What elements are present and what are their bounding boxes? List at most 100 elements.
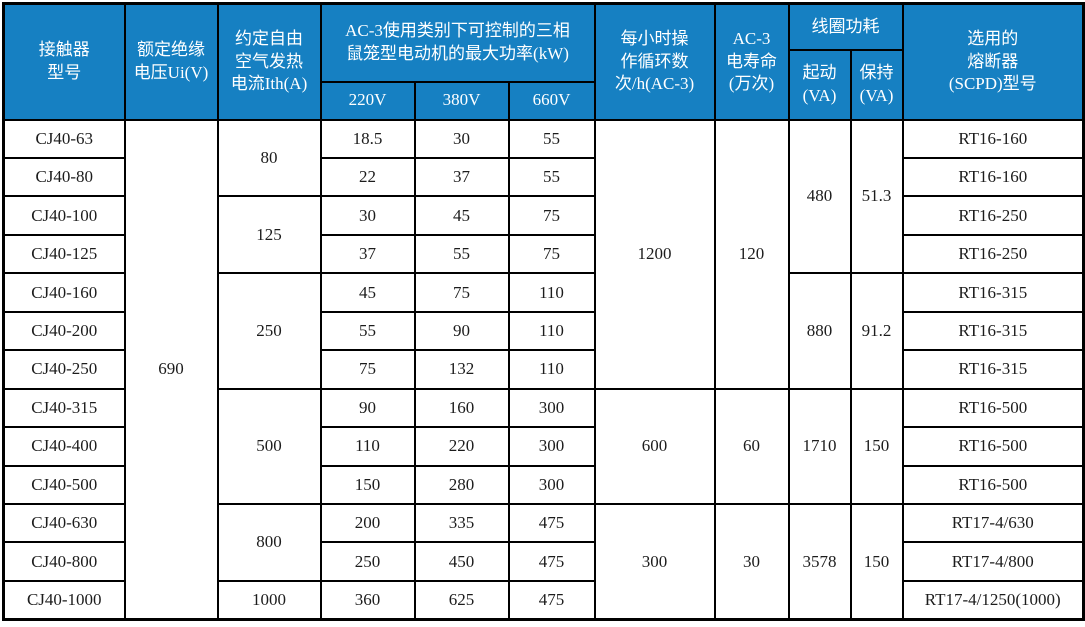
- cell-kw220: 18.5: [319, 118, 416, 159]
- header-thermal-current: 约定自由 空气发热 电流Ith(A): [216, 2, 322, 121]
- cell-kw220: 75: [319, 349, 416, 390]
- cell-kw220: 55: [319, 310, 416, 352]
- header-rated-insulation-voltage: 额定绝缘 电压Ui(V): [123, 2, 219, 121]
- cell-kw380: 75: [413, 272, 510, 313]
- cell-fuse: RT17-4/630: [901, 503, 1085, 544]
- header-660v: 660V: [507, 80, 596, 121]
- cell-fuse: RT16-160: [901, 118, 1085, 159]
- cell-kw220: 360: [319, 579, 416, 621]
- cell-kw220: 90: [319, 387, 416, 429]
- cell-kw660: 300: [507, 464, 596, 506]
- cell-pickup: 880: [787, 272, 852, 390]
- cell-kw220: 22: [319, 156, 416, 198]
- cell-fuse: RT16-160: [901, 156, 1085, 198]
- cell-pickup: 1710: [787, 387, 852, 506]
- cell-kw380: 132: [413, 349, 510, 390]
- cell-model: CJ40-630: [2, 503, 126, 544]
- table-row: CJ40-500 150 280 300 RT16-500: [2, 464, 1085, 506]
- table-row: CJ40-800 250 450 475 RT17-4/800: [2, 541, 1085, 582]
- header-model: 接触器 型号: [2, 2, 126, 121]
- header-coil-pickup: 起动 (VA): [787, 48, 852, 121]
- cell-ith: 250: [216, 272, 322, 390]
- cell-kw660: 75: [507, 195, 596, 236]
- cell-model: CJ40-315: [2, 387, 126, 429]
- cell-model: CJ40-100: [2, 195, 126, 236]
- cell-fuse: RT17-4/1250(1000): [901, 579, 1085, 621]
- cell-kw660: 55: [507, 156, 596, 198]
- cell-pickup: 480: [787, 118, 852, 275]
- table-row: CJ40-1000 1000 360 625 475 RT17-4/1250(1…: [2, 579, 1085, 621]
- cell-ops: 300: [593, 503, 716, 621]
- table-row: CJ40-315 500 90 160 300 600 60 1710 150 …: [2, 387, 1085, 506]
- cell-model: CJ40-250: [2, 349, 126, 390]
- cell-ith: 800: [216, 503, 322, 582]
- cell-kw220: 250: [319, 541, 416, 582]
- cell-kw220: 150: [319, 464, 416, 506]
- table-row: CJ40-200 55 90 110 RT16-315: [2, 310, 1085, 352]
- cell-hold: 150: [849, 503, 904, 621]
- cell-model: CJ40-200: [2, 310, 126, 352]
- cell-kw380: 625: [413, 579, 510, 621]
- cell-kw660: 300: [507, 387, 596, 429]
- cell-fuse: RT16-500: [901, 464, 1085, 506]
- cell-model: CJ40-1000: [2, 579, 126, 621]
- cell-kw660: 300: [507, 426, 596, 467]
- table-row: CJ40-63 690 80 18.5 30 55 1200 120 480 5…: [2, 118, 1085, 621]
- cell-kw380: 45: [413, 195, 510, 236]
- cell-ui-voltage: 690: [123, 118, 219, 621]
- cell-life: 120: [713, 118, 790, 390]
- header-380v: 380V: [413, 80, 510, 121]
- cell-kw660: 75: [507, 233, 596, 275]
- cell-kw220: 200: [319, 503, 416, 544]
- cell-kw660: 475: [507, 541, 596, 582]
- cell-model: CJ40-800: [2, 541, 126, 582]
- cell-model: CJ40-500: [2, 464, 126, 506]
- cell-kw380: 220: [413, 426, 510, 467]
- cell-fuse: RT16-315: [901, 272, 1085, 313]
- cell-kw380: 55: [413, 233, 510, 275]
- cell-ops: 600: [593, 387, 716, 506]
- cell-hold: 91.2: [849, 272, 904, 390]
- table-header: 接触器 型号 额定绝缘 电压Ui(V) 约定自由 空气发热 电流Ith(A) A…: [2, 2, 1085, 121]
- cell-kw660: 110: [507, 310, 596, 352]
- cell-kw220: 37: [319, 233, 416, 275]
- header-coil-hold: 保持 (VA): [849, 48, 904, 121]
- header-220v: 220V: [319, 80, 416, 121]
- header-ac3-max-power-group: AC-3使用类别下可控制的三相 鼠笼型电动机的最大功率(kW): [319, 2, 596, 83]
- cell-model: CJ40-63: [2, 118, 126, 159]
- cell-kw660: 55: [507, 118, 596, 159]
- cell-model: CJ40-80: [2, 156, 126, 198]
- cell-kw660: 110: [507, 272, 596, 313]
- cell-kw380: 160: [413, 387, 510, 429]
- cell-kw220: 30: [319, 195, 416, 236]
- table-row: CJ40-80 22 37 55 RT16-160: [2, 156, 1085, 198]
- cell-fuse: RT16-250: [901, 195, 1085, 236]
- cell-kw380: 335: [413, 503, 510, 544]
- cell-kw380: 30: [413, 118, 510, 159]
- cell-kw380: 90: [413, 310, 510, 352]
- cell-kw660: 475: [507, 579, 596, 621]
- cell-fuse: RT16-315: [901, 310, 1085, 352]
- cell-ith: 500: [216, 387, 322, 506]
- cell-ith: 125: [216, 195, 322, 275]
- cell-pickup: 3578: [787, 503, 852, 621]
- cell-ops: 1200: [593, 118, 716, 390]
- cell-model: CJ40-125: [2, 233, 126, 275]
- cell-kw660: 110: [507, 349, 596, 390]
- cell-kw380: 450: [413, 541, 510, 582]
- table-row: CJ40-100 125 30 45 75 RT16-250: [2, 195, 1085, 275]
- cell-fuse: RT16-250: [901, 233, 1085, 275]
- table-row: CJ40-250 75 132 110 RT16-315: [2, 349, 1085, 390]
- header-fuse: 选用的 熔断器 (SCPD)型号: [901, 2, 1085, 121]
- cell-fuse: RT17-4/800: [901, 541, 1085, 582]
- table-row: CJ40-400 110 220 300 RT16-500: [2, 426, 1085, 467]
- table-row: CJ40-160 250 45 75 110 880 91.2 RT16-315: [2, 272, 1085, 390]
- table-body: CJ40-63 690 80 18.5 30 55 1200 120 480 5…: [2, 118, 1085, 621]
- table-row: CJ40-630 800 200 335 475 300 30 3578 150…: [2, 503, 1085, 621]
- table-row: CJ40-125 37 55 75 RT16-250: [2, 233, 1085, 275]
- cell-hold: 150: [849, 387, 904, 506]
- cell-fuse: RT16-315: [901, 349, 1085, 390]
- cell-kw220: 45: [319, 272, 416, 313]
- cell-fuse: RT16-500: [901, 387, 1085, 429]
